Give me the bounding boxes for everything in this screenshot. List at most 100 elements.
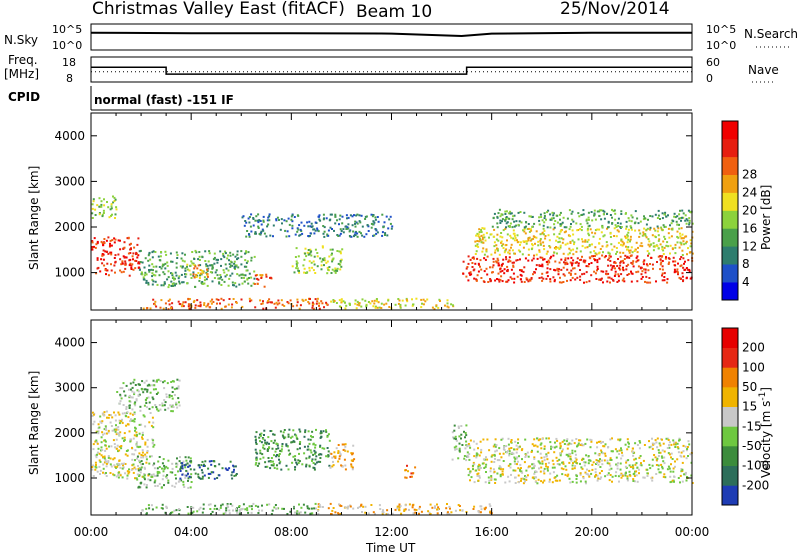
heatmap-cell: [231, 471, 234, 474]
heatmap-cell: [259, 449, 262, 452]
heatmap-cell: [690, 474, 693, 477]
heatmap-cell: [198, 477, 201, 479]
heatmap-cell: [493, 235, 496, 238]
heatmap-cell: [582, 213, 585, 216]
heatmap-cell: [495, 449, 498, 452]
heatmap-cell: [391, 225, 394, 228]
heatmap-cell: [106, 262, 109, 265]
heatmap-cell: [607, 226, 610, 229]
heatmap-cell: [113, 237, 116, 240]
heatmap-cell: [465, 434, 468, 437]
heatmap-cell: [579, 439, 582, 442]
heatmap-cell: [360, 232, 362, 235]
heatmap-cell: [610, 467, 613, 470]
heatmap-cell: [305, 255, 308, 258]
heatmap-cell: [123, 390, 126, 393]
heatmap-cell: [330, 513, 332, 515]
heatmap-cell: [156, 484, 159, 487]
heatmap-cell: [236, 511, 239, 514]
heatmap-cell: [625, 225, 628, 228]
heatmap-cell: [131, 255, 134, 258]
heatmap-cell: [496, 247, 498, 250]
heatmap-cell: [537, 460, 540, 463]
heatmap-cell: [614, 218, 617, 221]
heatmap-cell: [177, 387, 180, 390]
heatmap-cell: [568, 271, 571, 274]
heatmap-cell: [91, 241, 94, 244]
heatmap-cell: [360, 504, 362, 507]
heatmap-cell: [538, 250, 541, 253]
heatmap-cell: [468, 458, 471, 461]
heatmap-cell: [124, 472, 127, 475]
heatmap-cell: [126, 477, 129, 480]
heatmap-cell: [437, 508, 440, 511]
heatmap-cell: [476, 243, 479, 246]
heatmap-cell: [202, 507, 205, 510]
heatmap-cell: [105, 447, 108, 450]
heatmap-cell: [427, 510, 430, 513]
heatmap-cell: [195, 273, 198, 276]
heatmap-cell: [538, 277, 541, 279]
heatmap-cell: [381, 231, 384, 234]
heatmap-cell: [132, 437, 135, 440]
heatmap-cell: [209, 271, 212, 274]
heatmap-cell: [112, 473, 115, 476]
heatmap-cell: [278, 302, 281, 305]
heatmap-cell: [137, 237, 140, 240]
heatmap-cell: [179, 477, 182, 480]
heatmap-cell: [466, 443, 469, 446]
heatmap-cell: [293, 216, 296, 218]
heatmap-cell: [131, 419, 134, 422]
heatmap-cell: [374, 512, 376, 515]
heatmap-cell: [296, 262, 299, 265]
heatmap-cell: [115, 438, 118, 441]
heatmap-cell: [541, 232, 544, 235]
heatmap-cell: [584, 480, 587, 483]
heatmap-cell: [126, 454, 129, 457]
heatmap-cell: [233, 284, 235, 287]
heatmap-cell: [652, 267, 654, 270]
heatmap-cell: [157, 409, 160, 412]
heatmap-cell: [211, 510, 214, 513]
heatmap-cell: [465, 440, 468, 443]
heatmap-cell: [325, 303, 328, 306]
heatmap-cell: [302, 264, 305, 267]
heatmap-cell: [198, 508, 201, 511]
heatmap-cell: [663, 279, 666, 282]
heatmap-cell: [477, 479, 480, 482]
heatmap-cell: [656, 261, 658, 263]
heatmap-cell: [99, 460, 102, 463]
heatmap-cell: [602, 213, 605, 216]
heatmap-cell: [691, 482, 694, 484]
heatmap-cell: [268, 213, 271, 216]
heatmap-cell: [302, 299, 305, 302]
heatmap-cell: [182, 305, 185, 308]
heatmap-cell: [319, 446, 321, 448]
heatmap-cell: [479, 505, 482, 508]
heatmap-cell: [256, 219, 259, 222]
heatmap-cell: [571, 264, 573, 267]
heatmap-cell: [147, 478, 150, 481]
heatmap-cell: [238, 510, 241, 513]
heatmap-cell: [554, 260, 557, 263]
heatmap-cell: [570, 269, 573, 272]
heatmap-cell: [215, 298, 218, 301]
heatmap-cell: [686, 219, 689, 222]
heatmap-cell: [517, 223, 520, 226]
heatmap-cell: [206, 275, 209, 278]
heatmap-cell: [126, 474, 129, 477]
heatmap-cell: [597, 453, 600, 456]
heatmap-cell: [148, 264, 151, 267]
heatmap-cell: [529, 239, 532, 242]
heatmap-cell: [516, 239, 518, 242]
heatmap-cell: [394, 508, 397, 511]
heatmap-cell: [241, 507, 244, 510]
heatmap-cell: [615, 471, 618, 474]
heatmap-cell: [174, 284, 176, 287]
heatmap-cell: [469, 439, 472, 442]
heatmap-cell: [660, 255, 663, 258]
heatmap-cell: [620, 210, 623, 213]
heatmap-cell: [358, 230, 361, 233]
heatmap-cell: [647, 269, 650, 272]
heatmap-cell: [120, 397, 123, 400]
